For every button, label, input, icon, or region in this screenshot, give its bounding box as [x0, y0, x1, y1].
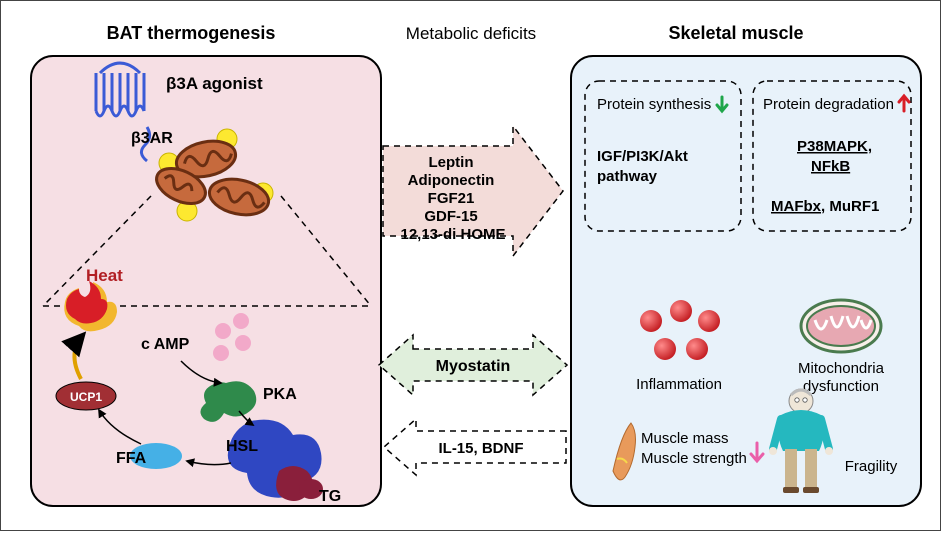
- arrow-right-line-0: Leptin: [429, 154, 474, 171]
- p38-label: P38MAPK,: [797, 138, 872, 155]
- camp-label: c AMP: [141, 336, 190, 353]
- heat-label: Heat: [86, 266, 123, 285]
- arrow-right-line-2: FGF21: [428, 190, 475, 207]
- ucp1-label: UCP1: [70, 390, 102, 404]
- arrow-bi-label: Myostatin: [436, 358, 511, 375]
- bat-panel: [31, 56, 381, 506]
- fragility-label: Fragility: [845, 458, 898, 475]
- signals-right-arrow: Leptin Adiponectin FGF21 GDF-15 12,13-di…: [383, 126, 563, 256]
- diagram-root: BAT thermogenesis Metabolic deficits Ske…: [1, 1, 940, 530]
- b3ar-label: β3AR: [131, 130, 173, 147]
- ffa-label: FFA: [116, 450, 147, 467]
- igf-label-2: pathway: [597, 168, 658, 185]
- mafbx-murf-label: MAFbx, MuRF1: [771, 198, 879, 215]
- muscle-title: Skeletal muscle: [668, 23, 803, 43]
- muscle-mass-label: Muscle mass: [641, 430, 729, 447]
- center-title: Metabolic deficits: [406, 24, 536, 43]
- igf-label: IGF/PI3K/Akt: [597, 148, 688, 165]
- mito-dysfunction-icon: [801, 300, 881, 352]
- signals-left-arrow: IL-15, BDNF: [384, 419, 566, 475]
- arrow-left-label: IL-15, BDNF: [438, 440, 523, 457]
- ucp1-icon: UCP1: [56, 382, 116, 410]
- inflammation-label: Inflammation: [636, 376, 722, 393]
- protein-synth-label: Protein synthesis: [597, 96, 711, 113]
- arrow-right-line-3: GDF-15: [424, 208, 477, 225]
- protein-deg-label: Protein degradation: [763, 96, 894, 113]
- mito-dys-label-2: dysfunction: [803, 378, 879, 395]
- arrow-right-line-4: 12,13-di HOME: [400, 226, 505, 243]
- muscle-strength-label: Muscle strength: [641, 450, 747, 467]
- nfkb-label: NFkB: [811, 158, 850, 175]
- signals-bi-arrow: Myostatin: [379, 335, 567, 395]
- mito-dys-label-1: Mitochondria: [798, 360, 885, 377]
- arrow-right-line-1: Adiponectin: [408, 172, 495, 189]
- b3a-agonist-label: β3A agonist: [166, 74, 263, 93]
- hsl-label: HSL: [226, 438, 258, 455]
- pka-label: PKA: [263, 386, 297, 403]
- tg-label: TG: [319, 488, 341, 505]
- bat-title: BAT thermogenesis: [107, 23, 276, 43]
